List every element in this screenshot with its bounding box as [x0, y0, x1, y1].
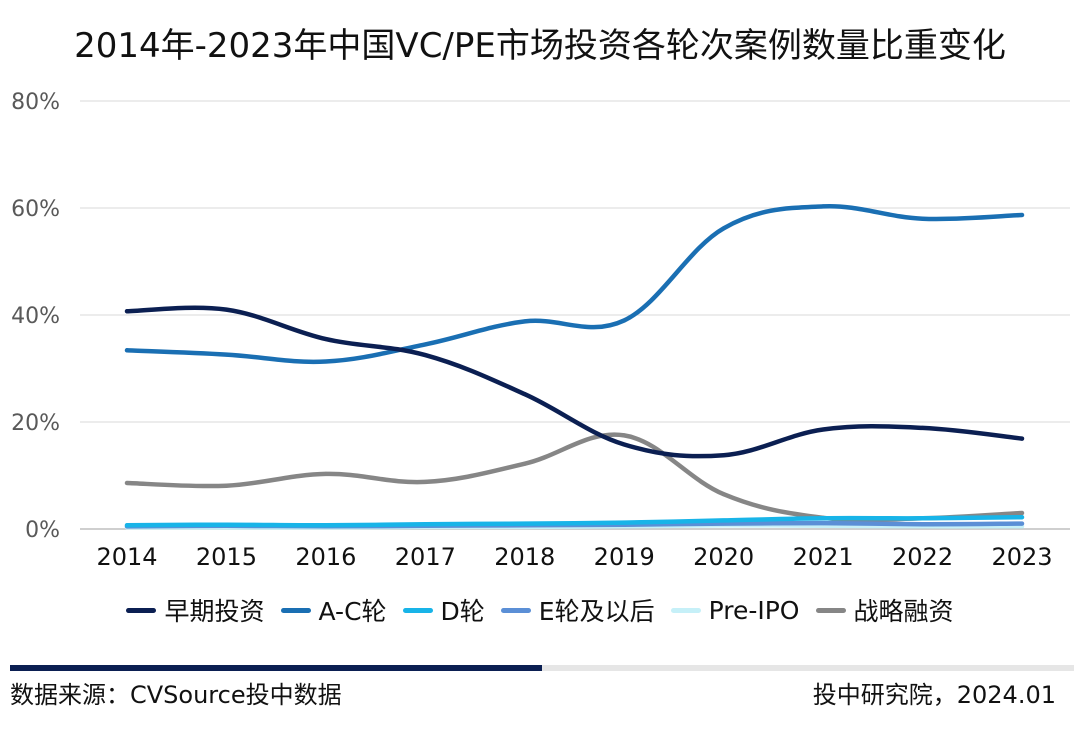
data-point [622, 318, 627, 323]
series-line-0 [124, 305, 1025, 459]
data-point [821, 427, 826, 432]
legend-swatch [402, 607, 433, 613]
legend-swatch [126, 607, 157, 613]
data-point [224, 307, 229, 312]
legend-label: A-C轮 [318, 597, 387, 626]
data-point [125, 309, 129, 314]
x-tick-label: 2019 [594, 543, 655, 571]
x-tick-label: 2015 [196, 543, 257, 571]
legend-label: 战略融资 [853, 597, 954, 626]
data-point [522, 392, 527, 397]
data-point [920, 425, 925, 430]
footer-divider-bar [10, 665, 542, 671]
data-point [1020, 212, 1024, 217]
legend-swatch [500, 607, 531, 613]
legend-item: D轮 [402, 592, 485, 628]
y-tick-label: 80% [11, 90, 60, 115]
y-tick-label: 60% [11, 197, 60, 222]
legend-swatch [280, 607, 311, 613]
x-tick-label: 2022 [892, 543, 953, 571]
data-point [622, 442, 627, 447]
data-point [125, 480, 129, 485]
data-point [522, 319, 527, 324]
data-point [423, 342, 428, 347]
data-point [920, 216, 925, 221]
series-line-2 [124, 514, 1025, 528]
x-tick-label: 2020 [693, 543, 754, 571]
x-tick-label: 2023 [991, 543, 1052, 571]
data-point [721, 518, 726, 523]
y-axis-ticks: 0% 20% 40% 60% 80% [11, 90, 60, 543]
data-point [224, 483, 229, 488]
data-point [622, 520, 627, 525]
data-point [125, 523, 129, 528]
legend-item: 战略融资 [815, 592, 954, 628]
x-tick-label: 2016 [295, 543, 356, 571]
data-point [821, 516, 826, 521]
series-line-1 [124, 204, 1025, 365]
legend-item: E轮及以后 [500, 592, 655, 628]
legend-label: D轮 [440, 597, 485, 626]
legend-item: Pre-IPO [670, 595, 800, 625]
x-tick-label: 2018 [494, 543, 555, 571]
data-point [721, 492, 726, 497]
data-point [423, 353, 428, 358]
y-tick-label: 20% [11, 411, 60, 436]
data-point [1020, 436, 1024, 441]
chart-title: 2014年-2023年中国VC/PE市场投资各轮次案例数量比重变化 [74, 26, 1006, 66]
data-point [721, 453, 726, 458]
legend-label: E轮及以后 [538, 597, 655, 626]
x-tick-label: 2014 [96, 543, 157, 571]
legend-swatch [670, 607, 701, 613]
series-line-5 [124, 432, 1025, 523]
data-point [821, 521, 826, 526]
legend-label: 早期投资 [164, 597, 265, 626]
x-axis-ticks: 2014 2015 2016 2017 2018 2019 2020 2021 2022 2023 [96, 543, 1052, 571]
data-point [323, 471, 328, 476]
y-tick-label: 40% [11, 304, 60, 329]
data-point [522, 521, 527, 526]
data-point [721, 226, 726, 231]
data-point [125, 348, 129, 353]
data-point [1020, 515, 1024, 520]
data-point [920, 522, 925, 527]
data-point [1020, 510, 1024, 515]
data-point [423, 522, 428, 527]
x-tick-label: 2021 [793, 543, 854, 571]
legend-item: A-C轮 [280, 592, 387, 628]
legend-swatch [815, 607, 846, 613]
data-point [522, 461, 527, 466]
data-point [323, 337, 328, 342]
data-point [1020, 521, 1024, 526]
series-lines [124, 204, 1025, 530]
data-source-note: 数据来源：CVSource投中数据 [10, 681, 342, 709]
legend: 早期投资 A-C轮 D轮 E轮及以后 Pre-IPO 战略融资 [0, 592, 1080, 628]
footer-divider-track [10, 665, 1074, 671]
x-tick-label: 2017 [395, 543, 456, 571]
y-tick-label: 0% [25, 518, 60, 543]
data-point [323, 359, 328, 364]
data-point [423, 479, 428, 484]
data-point [224, 522, 229, 527]
legend-item: 早期投资 [126, 592, 265, 628]
legend-label: Pre-IPO [708, 595, 800, 625]
data-point [224, 352, 229, 357]
data-point [323, 523, 328, 528]
gridlines [80, 100, 1070, 530]
publisher-credit: 投中研究院，2024.01 [812, 681, 1056, 709]
data-point [622, 433, 627, 438]
data-point [920, 516, 925, 521]
data-point [821, 204, 826, 209]
